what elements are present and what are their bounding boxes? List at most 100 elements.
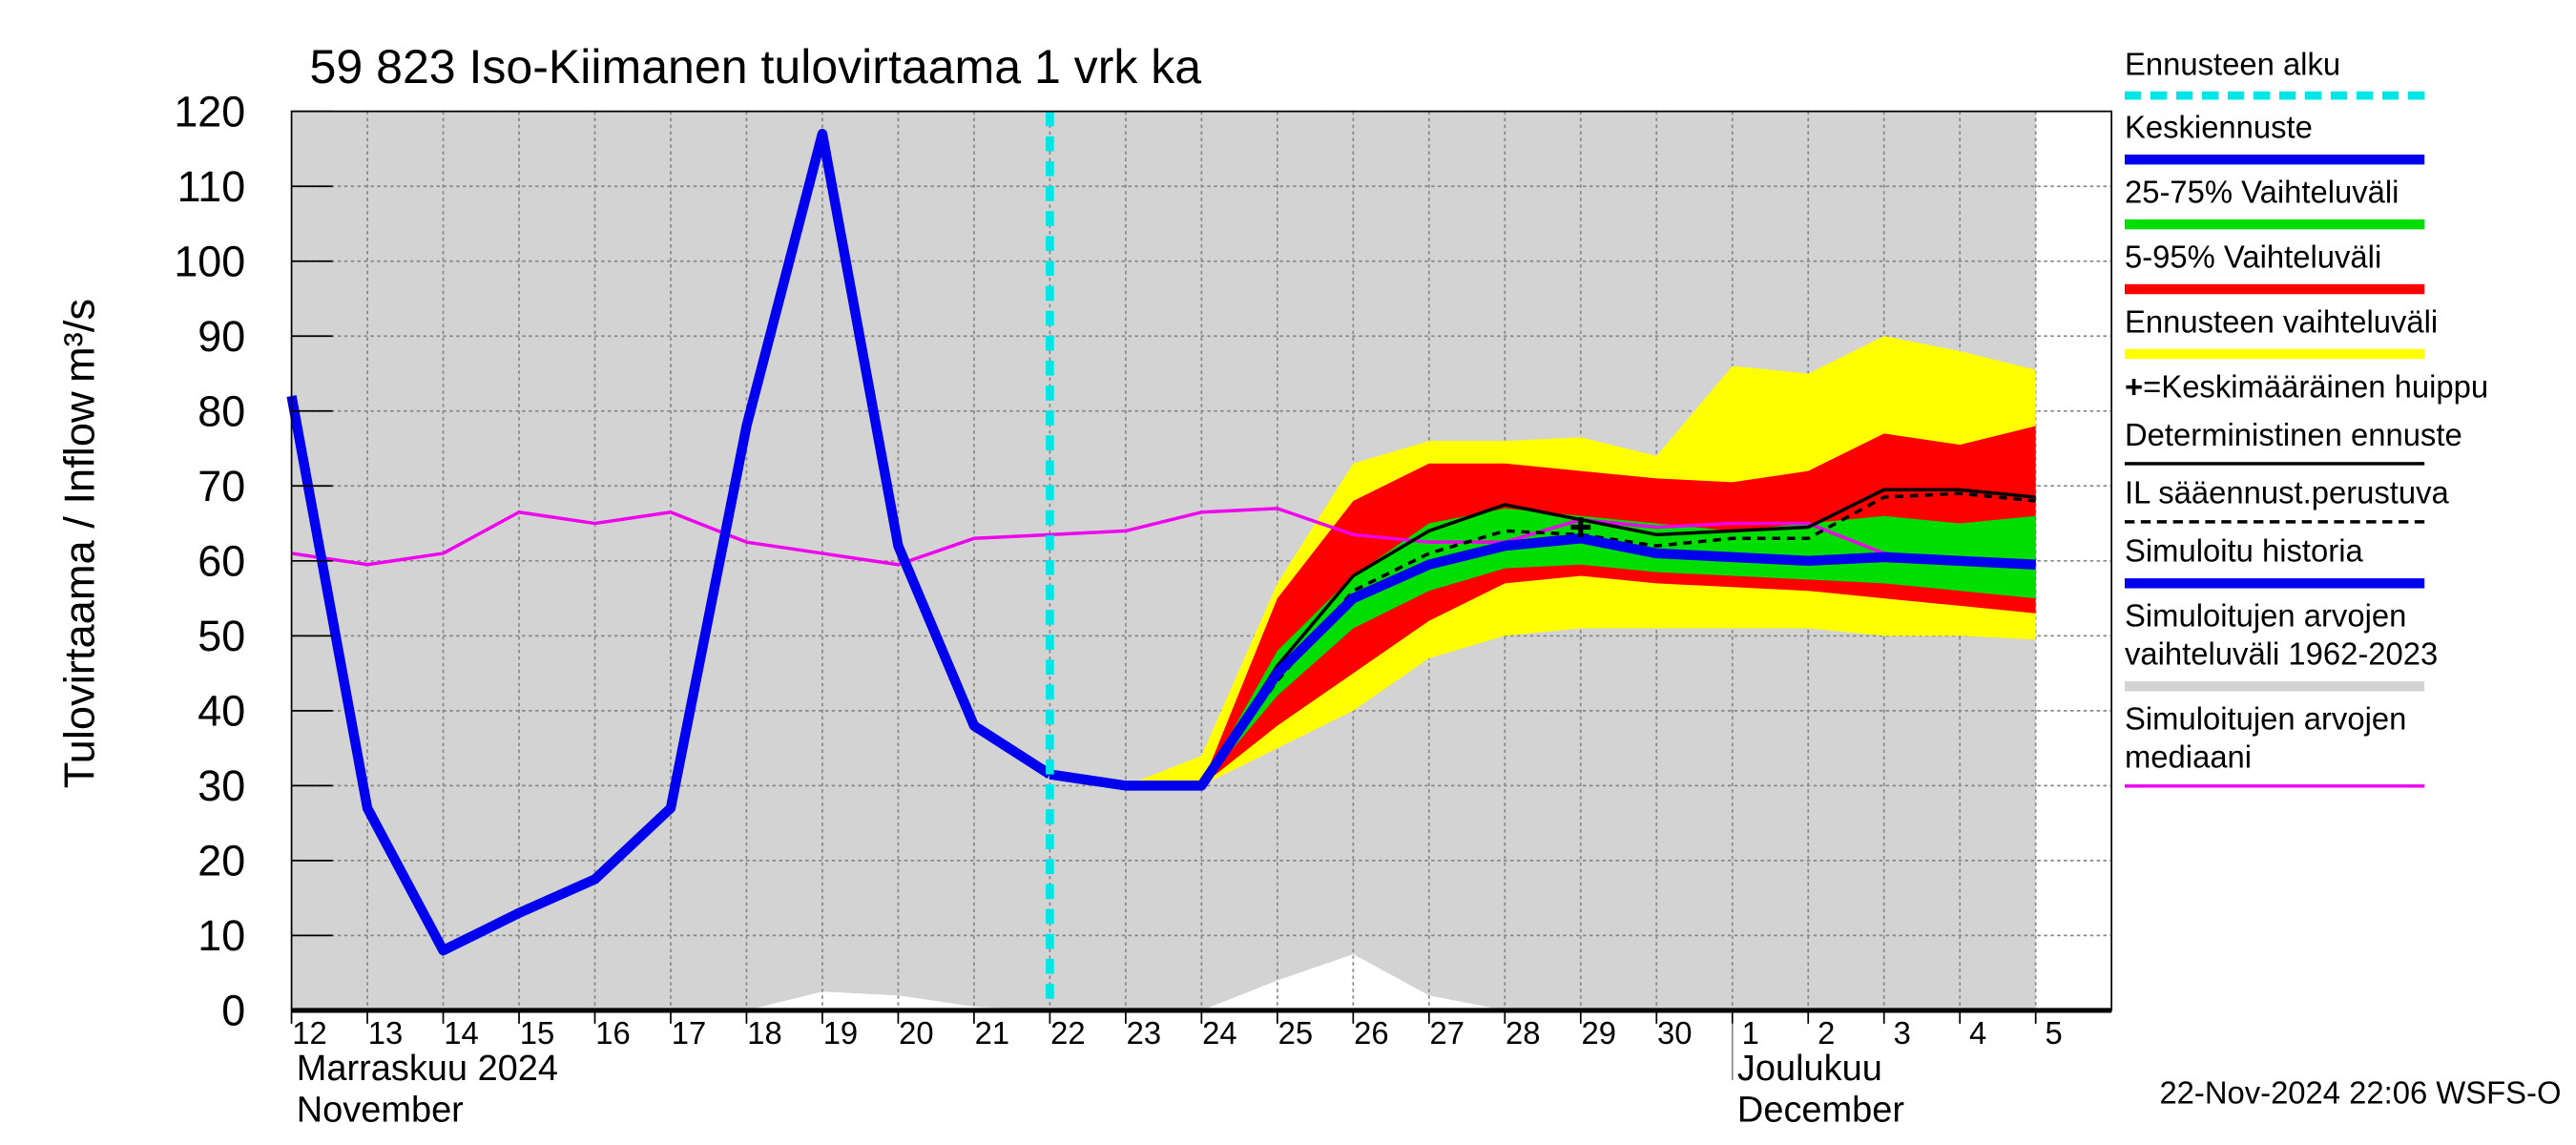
y-tick-label: 70: [197, 462, 245, 510]
x-tick-label: 17: [672, 1015, 706, 1051]
range-band: [1049, 508, 2036, 786]
x-tick-label: 22: [1050, 1015, 1085, 1051]
legend-item: Simuloitujen arvojen mediaani: [2124, 701, 2569, 788]
x-tick-label: 29: [1582, 1015, 1616, 1051]
x-tick-label: 16: [595, 1015, 630, 1051]
y-tick-label: 50: [197, 612, 245, 660]
legend-label: Simuloitujen arvojen mediaani: [2125, 701, 2513, 778]
x-tick-label: 15: [520, 1015, 554, 1051]
y-tick-label: 100: [174, 237, 245, 285]
legend-label: Deterministinen ennuste: [2125, 417, 2513, 455]
legend-item: Keskiennuste: [2124, 110, 2569, 165]
legend-text: IL sääennust.perustuva: [2124, 476, 2449, 512]
peak-marker: [1570, 517, 1591, 537]
x-tick-label: 14: [444, 1015, 478, 1051]
legend-swatch: [2124, 154, 2425, 165]
y-tick-label: 80: [197, 386, 245, 435]
timestamp: 22-Nov-2024 22:06 WSFS-O: [2159, 1074, 2561, 1110]
legend-item: Ennusteen alku: [2124, 47, 2569, 100]
legend-item: Simuloitu historia: [2124, 533, 2569, 589]
x-tick-label: 13: [368, 1015, 403, 1051]
legend-swatch: [2124, 681, 2425, 692]
x-tick-label: 27: [1430, 1015, 1465, 1051]
series-line: [291, 507, 2036, 567]
legend-item: Simuloitujen arvojen vaihteluväli 1962-2…: [2124, 598, 2569, 692]
y-axis-unit: m³/s: [55, 299, 104, 383]
legend-text: Simuloitu historia: [2124, 534, 2363, 571]
x-tick-label: 3: [1894, 1015, 1911, 1051]
legend-label: 5-95% Vaihteluväli: [2125, 239, 2513, 278]
legend-text: Simuloitujen arvojen mediaani: [2124, 702, 2407, 777]
x-tick-label: 19: [823, 1015, 858, 1051]
month-label: November: [297, 1089, 464, 1130]
legend-text: Keskiennuste: [2124, 111, 2313, 147]
x-tick-label: 2: [1818, 1015, 1835, 1051]
y-tick-label: 20: [197, 836, 245, 885]
legend-label: 25-75% Vaihteluväli: [2125, 175, 2513, 213]
x-tick-label: 25: [1278, 1015, 1313, 1051]
legend-label: Simuloitu historia: [2125, 533, 2513, 572]
legend-swatch: [2124, 784, 2425, 788]
legend-text: Ennusteen vaihteluväli: [2124, 305, 2439, 342]
legend-text: =Keskimääräinen huippu: [2143, 370, 2489, 406]
x-tick-label: 20: [899, 1015, 933, 1051]
legend-item: 5-95% Vaihteluväli: [2124, 239, 2569, 295]
x-tick-label: 1: [1742, 1015, 1759, 1051]
y-tick-label: 0: [221, 986, 245, 1034]
x-tick-label: 26: [1354, 1015, 1388, 1051]
chart-title: 59 823 Iso-Kiimanen tulovirtaama 1 vrk k…: [310, 39, 1202, 94]
legend-label: Ennusteen alku: [2125, 47, 2513, 85]
x-tick-label: 5: [2046, 1015, 2063, 1051]
x-tick-label: 21: [975, 1015, 1009, 1051]
legend-label: Keskiennuste: [2125, 110, 2513, 148]
legend-swatch: [2124, 578, 2425, 589]
plot-area: [286, 110, 2113, 1081]
legend-symbol: +: [2124, 370, 2144, 406]
legend-label: IL sääennust.perustuva: [2125, 475, 2513, 513]
legend-text: Simuloitujen arvojen vaihteluväli 1962-2…: [2124, 599, 2439, 674]
y-tick-label: 30: [197, 761, 245, 810]
legend-item: 25-75% Vaihteluväli: [2124, 175, 2569, 230]
legend-label: Ennusteen vaihteluväli: [2125, 304, 2513, 343]
series-line: [286, 129, 1053, 956]
y-tick-label: 110: [177, 162, 246, 211]
month-label: December: [1737, 1089, 1904, 1130]
x-tick-label: 4: [1969, 1015, 1986, 1051]
legend-item: +=Keskimääräinen huippu: [2125, 369, 2569, 407]
legend-swatch: [2124, 520, 2425, 524]
legend-swatch: [2124, 283, 2425, 295]
x-tick-label: 28: [1506, 1015, 1540, 1051]
series-line: [1049, 491, 2036, 788]
legend-swatch: [2124, 348, 2425, 360]
y-tick-label: 90: [197, 312, 245, 361]
y-tick-label: 120: [174, 87, 245, 135]
y-tick-label: 60: [197, 536, 245, 585]
legend-box: Ennusteen alku Keskiennuste 25-75% Vaihtel…: [2124, 47, 2569, 788]
legend-item: Deterministinen ennuste: [2124, 417, 2569, 466]
x-tick-label: 12: [292, 1015, 326, 1051]
legend-item: Ennusteen vaihteluväli: [2124, 304, 2569, 360]
legend-label: Simuloitujen arvojen vaihteluväli 1962-2…: [2125, 598, 2513, 675]
x-tick-label: 23: [1127, 1015, 1161, 1051]
legend-text: Deterministinen ennuste: [2124, 418, 2462, 454]
legend-label: +=Keskimääräinen huippu: [2125, 369, 2513, 407]
legend: Ennusteen alku Keskiennuste 25-75% Vaihtel…: [2124, 47, 2569, 788]
x-tick-label: 24: [1202, 1015, 1236, 1051]
y-tick-label: 40: [197, 686, 245, 735]
legend-text: Ennusteen alku: [2124, 48, 2341, 84]
legend-item: IL sääennust.perustuva: [2124, 475, 2569, 524]
legend-swatch: [2124, 91, 2425, 100]
x-tick-label: 30: [1657, 1015, 1692, 1051]
month-label: Joulukuu: [1737, 1048, 1882, 1089]
legend-swatch: [2124, 462, 2425, 466]
range-band: [1049, 426, 2036, 786]
legend-text: 25-75% Vaihteluväli: [2124, 176, 2399, 212]
legend-swatch: [2124, 219, 2425, 230]
legend-text: 5-95% Vaihteluväli: [2124, 240, 2382, 277]
y-axis-label: Tulovirtaama / Inflow: [55, 391, 104, 788]
series-line: [1049, 533, 2036, 791]
y-tick-label: 10: [197, 911, 245, 960]
x-tick-label: 18: [747, 1015, 781, 1051]
